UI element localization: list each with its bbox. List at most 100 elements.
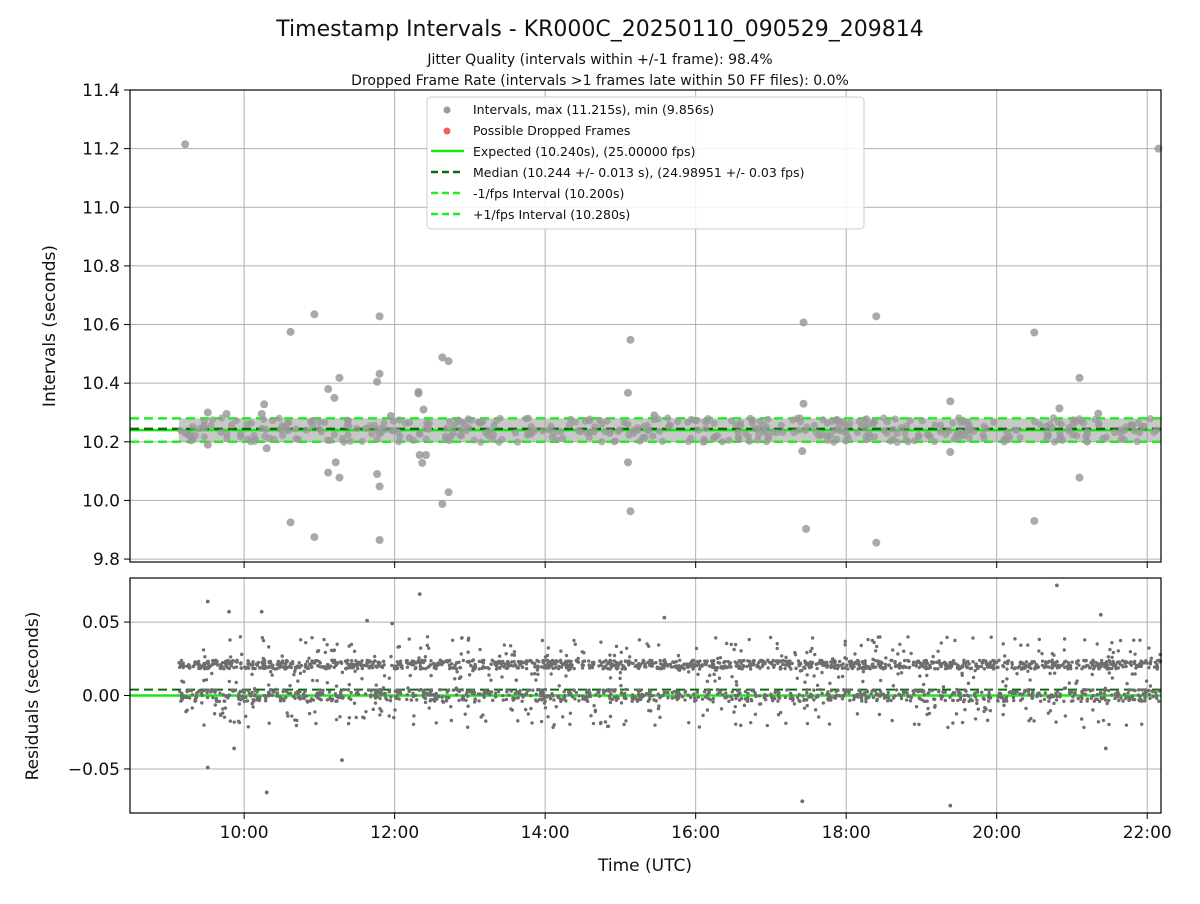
residual-point — [686, 670, 691, 674]
residual-point — [730, 690, 734, 694]
interval-point — [346, 437, 354, 445]
residual-point — [228, 638, 232, 642]
residual-point — [246, 661, 251, 665]
residual-point — [878, 694, 882, 698]
residual-point — [568, 711, 573, 715]
residual-point — [1062, 648, 1066, 652]
residual-point — [805, 703, 809, 708]
residual-point — [890, 718, 894, 723]
residual-point — [320, 691, 325, 696]
interval-point — [344, 431, 352, 439]
residuals-x-tick-label: 18:00 — [822, 823, 871, 843]
residual-point — [251, 660, 255, 664]
residual-point — [1097, 699, 1102, 704]
residual-point — [943, 663, 947, 667]
residual-outlier-point — [390, 621, 395, 626]
residual-point — [454, 693, 459, 697]
interval-point — [641, 433, 649, 442]
residual-point — [614, 666, 618, 670]
residual-point — [413, 666, 417, 671]
interval-point — [227, 421, 236, 429]
residual-point — [916, 689, 920, 694]
residual-point — [945, 635, 949, 640]
residual-point — [840, 697, 845, 701]
residual-point — [713, 679, 717, 683]
residual-point — [577, 694, 581, 698]
residual-point — [1151, 694, 1155, 699]
residual-point — [382, 691, 387, 696]
residual-point — [539, 694, 543, 698]
residual-point — [396, 645, 400, 649]
residual-point — [261, 656, 266, 661]
residual-point — [1137, 664, 1141, 668]
residual-point — [1052, 653, 1056, 657]
residual-point — [349, 697, 353, 702]
residual-point — [864, 694, 868, 699]
interval-point — [754, 436, 762, 444]
interval-outlier-point — [286, 327, 295, 336]
residual-point — [409, 698, 414, 702]
residual-point — [981, 696, 986, 701]
legend-label-expected: Expected (10.240s), (25.00000 fps) — [473, 144, 695, 159]
residual-point — [692, 699, 697, 703]
residual-point — [315, 696, 320, 700]
residual-point — [619, 660, 623, 664]
residual-point — [369, 688, 373, 693]
residual-point — [258, 666, 262, 670]
residual-point — [757, 694, 762, 698]
residual-point — [1050, 694, 1054, 699]
residual-point — [395, 660, 400, 664]
residual-point — [1020, 696, 1025, 701]
residual-point — [803, 680, 807, 684]
residual-point — [1141, 692, 1145, 697]
residual-point — [266, 693, 270, 698]
residual-point — [1085, 663, 1089, 668]
residual-point — [656, 692, 661, 696]
interval-point — [801, 426, 809, 435]
residual-point — [827, 695, 831, 699]
residual-point — [652, 698, 656, 702]
residual-point — [428, 699, 432, 703]
residual-point — [290, 662, 295, 666]
residual-point — [863, 666, 867, 671]
residual-point — [531, 688, 535, 692]
interval-point — [1072, 418, 1080, 426]
interval-point — [330, 430, 338, 439]
residual-point — [1133, 672, 1137, 676]
residual-point — [899, 664, 903, 669]
residual-point — [285, 711, 289, 715]
residual-point — [785, 688, 789, 692]
residual-point — [612, 653, 617, 658]
residual-point — [466, 650, 470, 654]
interval-outlier-point — [1094, 409, 1103, 418]
residual-point — [232, 665, 236, 670]
residual-point — [837, 693, 842, 698]
residual-point — [293, 718, 297, 722]
residual-point — [576, 656, 580, 661]
residual-point — [1075, 679, 1079, 683]
residual-point — [296, 679, 300, 683]
residual-point — [1133, 652, 1137, 656]
residual-point — [570, 695, 575, 699]
residual-point — [565, 665, 570, 670]
interval-point — [764, 415, 772, 423]
residual-point — [591, 721, 596, 726]
residual-point — [1110, 666, 1114, 671]
residual-point — [603, 664, 607, 669]
residual-point — [780, 662, 785, 667]
residual-point — [507, 693, 511, 697]
residual-point — [1123, 696, 1128, 701]
residual-point — [623, 666, 627, 670]
residual-point — [464, 692, 469, 696]
residual-point — [683, 698, 687, 702]
interval-outlier-point — [257, 409, 266, 418]
residual-point — [1050, 663, 1055, 667]
residual-outlier-point — [227, 609, 231, 614]
intervals-y-axis-label: Intervals (seconds) — [40, 245, 60, 407]
residual-point — [803, 659, 807, 663]
residual-point — [418, 646, 423, 650]
residual-point — [451, 688, 456, 692]
residual-point — [306, 666, 310, 671]
interval-outlier-point — [415, 450, 424, 459]
residual-point — [730, 674, 734, 679]
